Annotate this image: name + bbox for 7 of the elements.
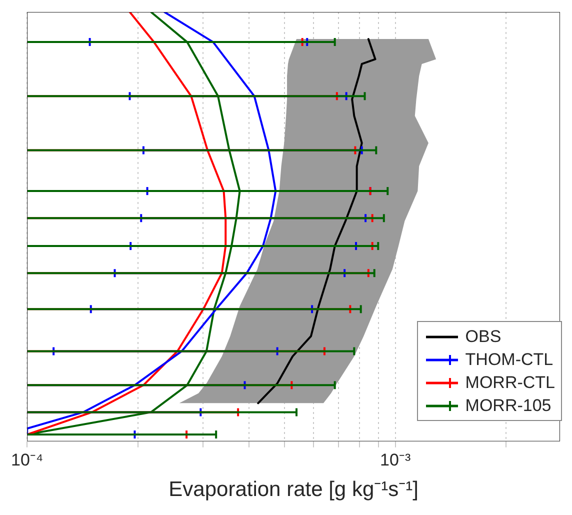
x-tick-label: 10⁻⁴ [11, 450, 44, 470]
legend-label: THOM-CTL [465, 350, 554, 370]
legend-label: OBS [465, 326, 502, 346]
legend-label: MORR-105 [465, 396, 552, 416]
x-tick-label: 10⁻³ [380, 450, 411, 470]
x-axis-title: Evaporation rate [g kg⁻¹s⁻¹] [168, 478, 418, 502]
legend-label: MORR-CTL [465, 372, 555, 392]
